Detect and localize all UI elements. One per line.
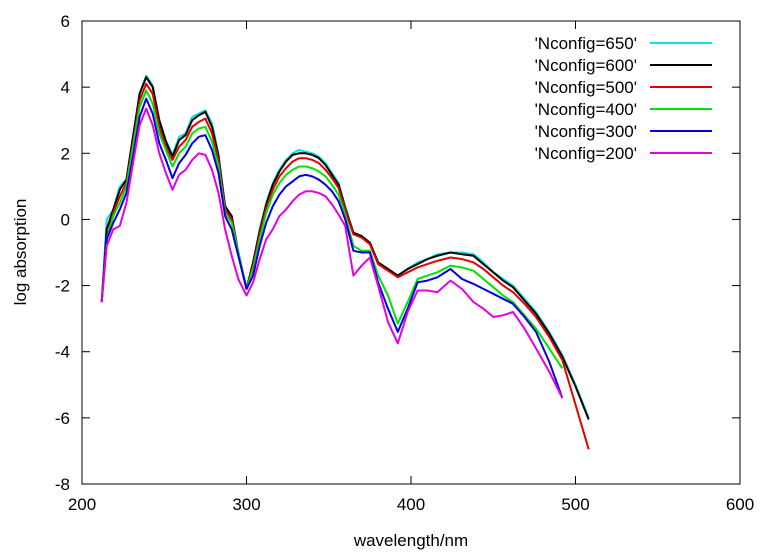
x-tick-label: 200	[68, 495, 96, 514]
x-tick-label: 500	[561, 495, 589, 514]
y-tick-label: -8	[55, 475, 70, 494]
y-tick-label: -4	[55, 343, 70, 362]
legend-label: 'Nconfig=400'	[535, 100, 637, 119]
plot-border	[81, 20, 741, 485]
x-axis-label: wavelength/nm	[353, 531, 468, 550]
legend-label: 'Nconfig=500'	[535, 78, 637, 97]
x-tick-label: 300	[232, 495, 260, 514]
series-line-nconfig-300	[100, 97, 564, 399]
x-tick-label: 400	[397, 495, 425, 514]
x-tick-label: 600	[726, 495, 754, 514]
legend-label: 'Nconfig=200'	[535, 144, 637, 163]
legend: 'Nconfig=650' 'Nconfig=600' 'Nconfig=500' '…	[535, 34, 712, 163]
y-tick-label: -2	[55, 277, 70, 296]
legend-label: 'Nconfig=300'	[535, 122, 637, 141]
x-axis: 200 300 400 500 600	[68, 21, 754, 514]
legend-label: 'Nconfig=650'	[535, 34, 637, 53]
y-tick-label: 0	[61, 210, 70, 229]
series-line-nconfig-200	[100, 107, 564, 399]
series-line-nconfig-400	[100, 89, 564, 369]
y-tick-label: 2	[61, 144, 70, 163]
series-line-nconfig-500	[100, 82, 590, 450]
y-tick-label: 4	[61, 78, 70, 97]
series-line-nconfig-600	[100, 76, 590, 420]
y-tick-label: -6	[55, 409, 70, 428]
plot-frame	[81, 20, 741, 485]
legend-label: 'Nconfig=600'	[535, 56, 637, 75]
y-tick-label: 6	[61, 12, 70, 31]
y-axis-label: log absorption	[11, 199, 30, 306]
series-line-nconfig-650	[100, 74, 590, 419]
y-axis: -8 -6 -4 -2 0 2 4 6	[55, 12, 740, 494]
series-group	[100, 74, 590, 450]
